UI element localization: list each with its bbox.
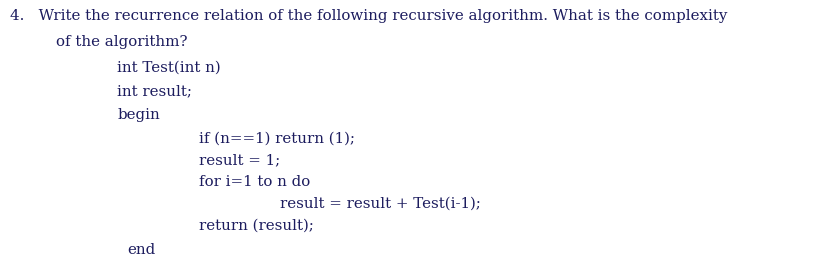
Text: begin: begin: [117, 108, 160, 122]
Text: of the algorithm?: of the algorithm?: [56, 35, 187, 49]
Text: result = 1;: result = 1;: [199, 153, 280, 167]
Text: return (result);: return (result);: [199, 219, 314, 233]
Text: result = result + Test(i-1);: result = result + Test(i-1);: [280, 196, 481, 210]
Text: if (n==1) return (1);: if (n==1) return (1);: [199, 131, 354, 145]
Text: int result;: int result;: [117, 85, 192, 99]
Text: int Test(int n): int Test(int n): [117, 61, 221, 75]
Text: for i=1 to n do: for i=1 to n do: [199, 175, 310, 189]
Text: end: end: [127, 243, 155, 257]
Text: 4.   Write the recurrence relation of the following recursive algorithm. What is: 4. Write the recurrence relation of the …: [10, 9, 726, 23]
